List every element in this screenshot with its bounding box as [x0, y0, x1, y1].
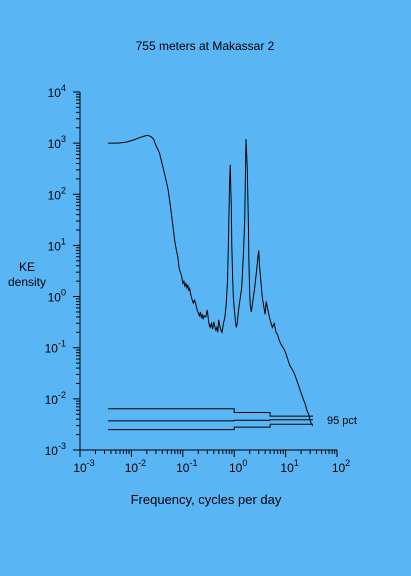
x-tick-label: 101 — [280, 458, 298, 475]
spectrum-line — [108, 134, 314, 426]
x-tick-label: 10-2 — [125, 458, 146, 475]
y-tick-label: 10-2 — [45, 390, 66, 407]
y-tick-label: 10-3 — [45, 441, 66, 458]
x-axis-label: Frequency, cycles per day — [131, 492, 282, 507]
y-axis-label-line2: density — [8, 275, 46, 289]
plot-area — [108, 134, 314, 426]
x-tick-label: 10-3 — [73, 458, 94, 475]
y-tick-label: 103 — [48, 134, 66, 151]
confidence-band — [108, 408, 313, 431]
x-tick-label: 10-1 — [176, 458, 197, 475]
confidence-band-line — [108, 419, 313, 422]
chart-title: 755 meters at Makassar 2 — [136, 39, 275, 53]
x-tick-label: 102 — [332, 458, 350, 475]
x-tick-label: 100 — [229, 458, 247, 475]
confidence-band-line — [108, 423, 313, 431]
confidence-band-label: 95 pct — [327, 415, 357, 427]
y-tick-label: 104 — [48, 83, 66, 100]
y-tick-label: 100 — [48, 288, 66, 305]
axes: 104 103 102 101 100 10-1 10-2 10-3 10-3 10-2 10-1 1… — [45, 83, 351, 475]
y-axis-label-line1: KE — [19, 260, 35, 274]
confidence-band-line — [108, 408, 313, 417]
y-tick-label: 102 — [48, 185, 66, 202]
y-tick-label: 10-1 — [45, 339, 66, 356]
y-tick-label: 101 — [48, 236, 66, 253]
